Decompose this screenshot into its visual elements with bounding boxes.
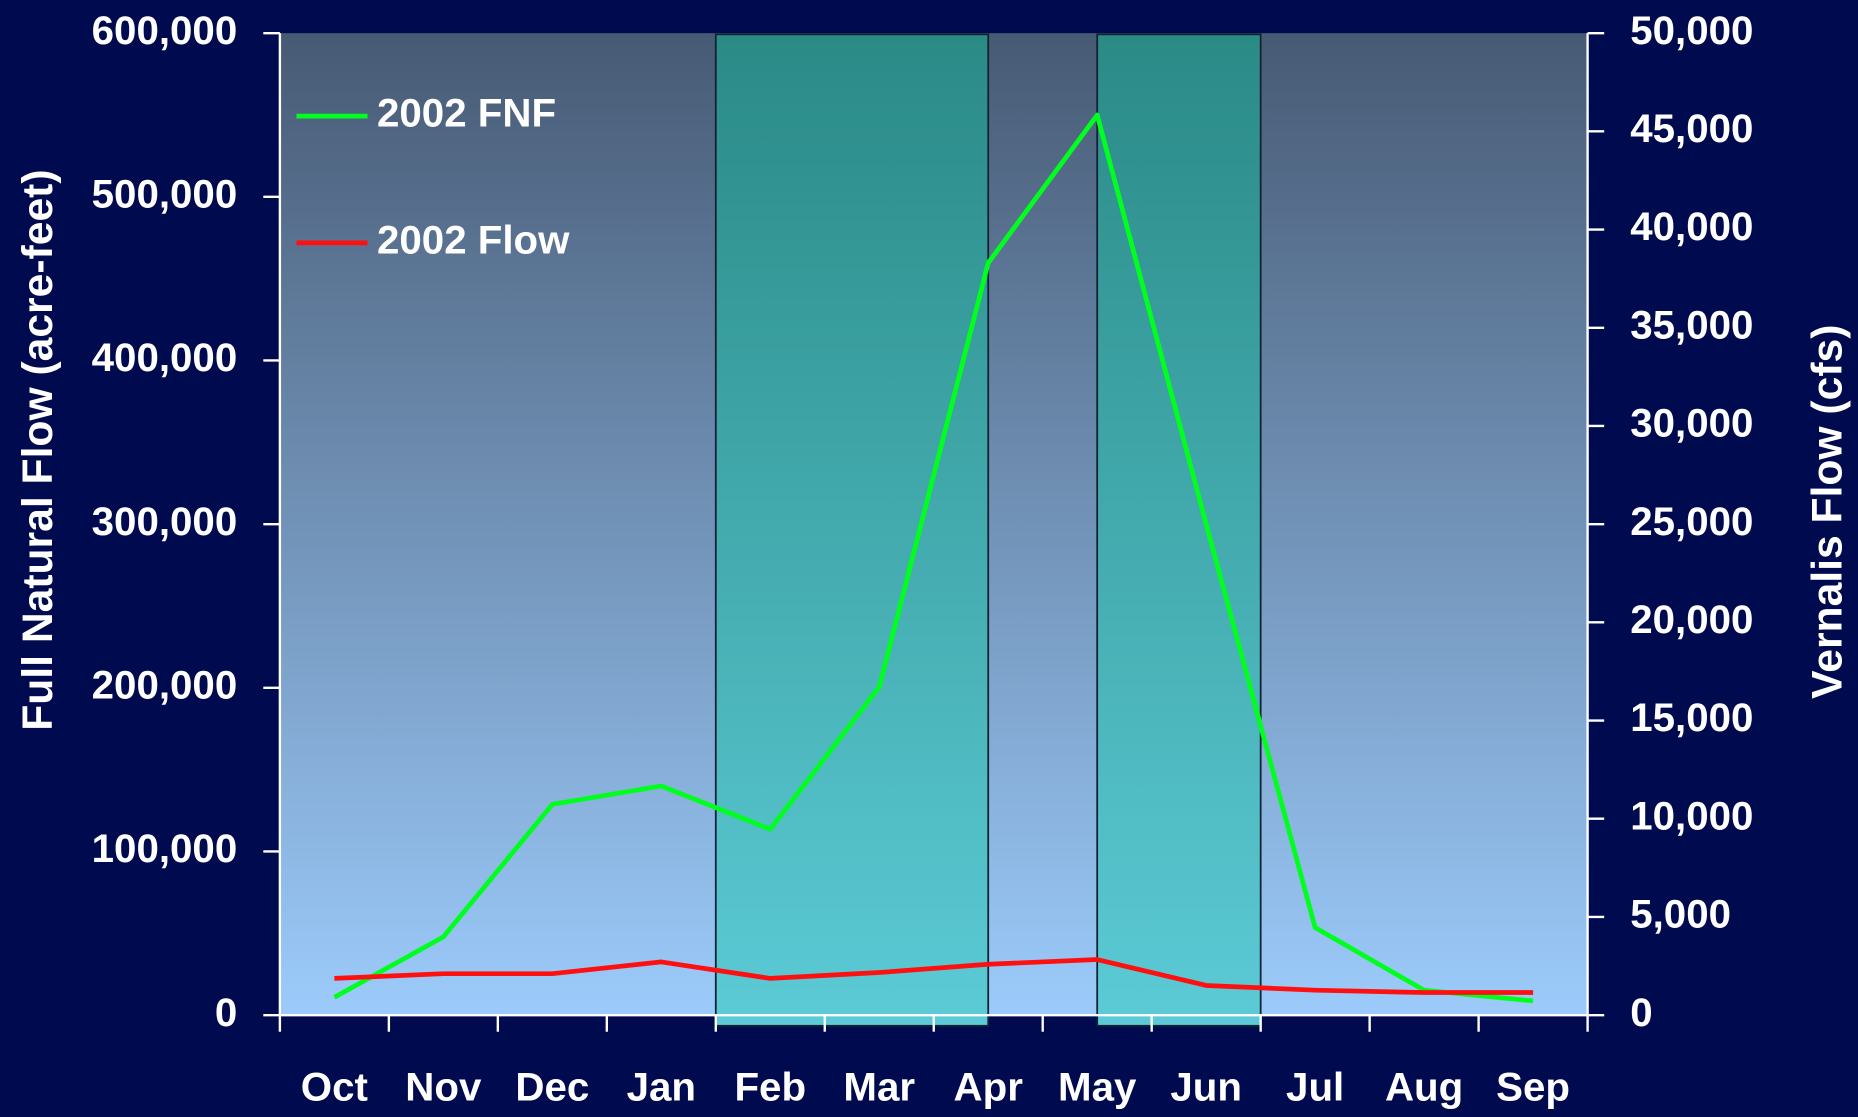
x-tick-label: Jan <box>627 1064 696 1109</box>
x-tick-label: Jul <box>1286 1064 1344 1109</box>
x-tick-label: Dec <box>515 1064 589 1109</box>
y-tick-label: 500,000 <box>92 171 238 216</box>
x-tick-label: Aug <box>1385 1064 1463 1109</box>
y2-tick-label: 30,000 <box>1630 401 1753 446</box>
series-line <box>334 957 1534 995</box>
y-tick-label: 600,000 <box>92 8 238 53</box>
y-tick-label: 300,000 <box>92 499 238 544</box>
y2-tick-label: 0 <box>1630 990 1652 1035</box>
y2-tick-label: 40,000 <box>1630 204 1753 249</box>
y-tick-label: 0 <box>215 990 237 1035</box>
highlight-bands <box>714 33 1262 1027</box>
y2-tick-label: 25,000 <box>1630 499 1753 544</box>
legend-label: 2002 FNF <box>377 91 556 136</box>
legend-label: 2002 Flow <box>377 217 570 262</box>
x-tick-label: Mar <box>843 1064 915 1109</box>
y2-tick-label: 20,000 <box>1630 597 1753 642</box>
x-tick-label: Jun <box>1170 1064 1242 1109</box>
y-axis-title: Full Natural Flow (acre-feet) <box>14 169 62 730</box>
x-tick-label: Nov <box>405 1064 482 1109</box>
highlight-band <box>1096 33 1262 1027</box>
x-tick-label: Oct <box>301 1064 368 1109</box>
series-line <box>333 112 1534 1004</box>
x-tick-label: Apr <box>954 1064 1024 1109</box>
x-tick-label: Sep <box>1496 1064 1570 1109</box>
y-tick-label: 200,000 <box>92 662 238 707</box>
y2-tick-label: 5,000 <box>1630 892 1731 937</box>
y-tick-label: 100,000 <box>92 826 238 871</box>
y2-tick-label: 35,000 <box>1630 302 1753 347</box>
y2-tick-label: 50,000 <box>1630 8 1753 53</box>
y2-axis-title: Vernalis Flow (cfs) <box>1804 325 1852 699</box>
y2-tick-label: 45,000 <box>1630 106 1753 151</box>
y2-tick-label: 10,000 <box>1630 793 1753 838</box>
y2-tick-label: 15,000 <box>1630 695 1753 740</box>
y-tick-label: 400,000 <box>92 335 238 380</box>
highlight-band <box>714 33 990 1027</box>
x-tick-label: May <box>1058 1064 1137 1109</box>
x-tick-label: Feb <box>734 1064 806 1109</box>
